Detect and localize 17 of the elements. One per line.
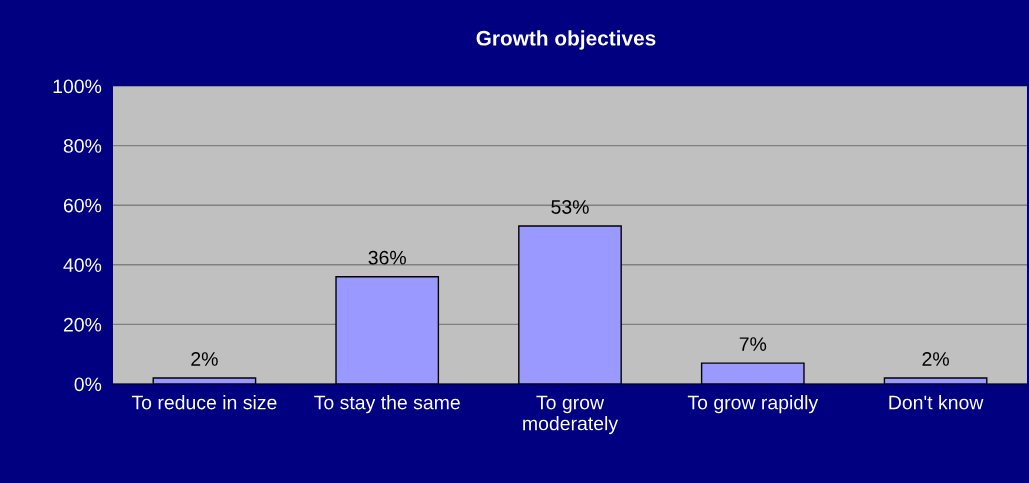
data-label: 7% xyxy=(739,337,767,351)
y-tick-label: 80% xyxy=(63,139,102,153)
y-tick-label: 0% xyxy=(74,377,102,392)
y-tick-label: 40% xyxy=(63,258,102,273)
x-tick-label: To reduce in size xyxy=(131,395,277,410)
x-tick-label: To grow moderately xyxy=(523,395,619,435)
data-label: 53% xyxy=(551,200,589,214)
data-label: 2% xyxy=(922,352,949,366)
chart-title: Growth objectives xyxy=(476,30,656,50)
data-label: 2% xyxy=(191,352,218,366)
x-tick-label: To stay the same xyxy=(314,395,460,414)
y-tick-label: 60% xyxy=(63,198,102,213)
y-tick-label: 100% xyxy=(53,79,102,94)
data-label: 36% xyxy=(368,250,406,265)
y-tick-label: 20% xyxy=(63,317,102,332)
x-tick-label: Don't know xyxy=(889,395,984,410)
x-tick-label: To grow rapidly xyxy=(687,395,819,414)
